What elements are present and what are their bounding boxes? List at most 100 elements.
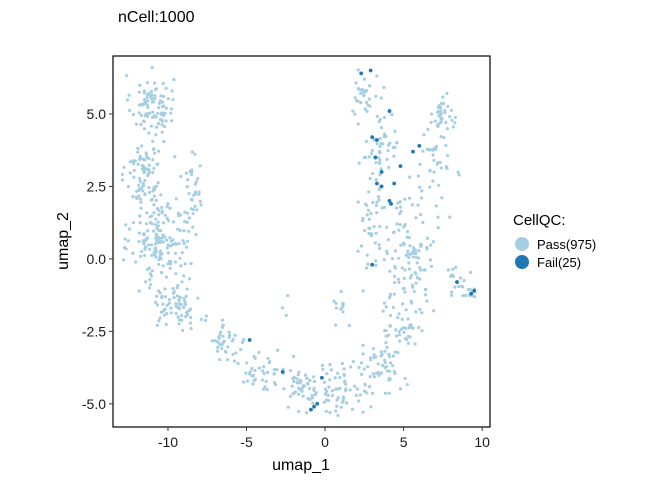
pass-cell-point [381, 309, 385, 313]
pass-cell-point [343, 379, 347, 383]
pass-cell-point [398, 387, 403, 391]
pass-cell-point [408, 276, 412, 280]
pass-cell-point [341, 310, 345, 314]
pass-cell-point [365, 391, 369, 395]
pass-cell-point [138, 176, 142, 181]
pass-cell-point [182, 241, 186, 246]
pass-cell-point [336, 396, 340, 400]
pass-cell-point [418, 307, 422, 312]
pass-cell-point [154, 217, 158, 221]
pass-cell-point [288, 394, 292, 398]
pass-cell-point [391, 354, 396, 358]
pass-cell-point [174, 304, 178, 309]
pass-cell-point [165, 311, 169, 316]
pass-cell-point [351, 359, 355, 364]
pass-cell-point [438, 160, 442, 165]
pass-cell-point [425, 299, 429, 303]
pass-cell-point [342, 373, 346, 377]
pass-cell-point [408, 244, 412, 248]
pass-cell-point [140, 167, 145, 171]
pass-cell-point [365, 213, 369, 217]
pass-cell-point [155, 207, 160, 211]
pass-cell-point [143, 193, 147, 197]
pass-cell-point [335, 404, 339, 408]
pass-cell-point [374, 231, 378, 235]
pass-cell-point [145, 81, 150, 85]
pass-cell-point [421, 149, 425, 153]
pass-cell-point [125, 98, 130, 102]
fail-cell-point [398, 164, 403, 169]
pass-cell-point [147, 247, 152, 251]
pass-cell-point [368, 356, 373, 360]
pass-cell-point [194, 232, 198, 237]
pass-cell-point [158, 291, 162, 295]
pass-cell-point [191, 211, 195, 216]
pass-cell-point [136, 183, 141, 187]
pass-cell-point [440, 117, 444, 121]
pass-cell-point [180, 328, 185, 332]
pass-cell-point [412, 289, 416, 294]
pass-cell-point [216, 345, 220, 349]
pass-cell-point [164, 119, 168, 123]
pass-cell-point [240, 340, 245, 344]
pass-cell-point [168, 236, 172, 240]
pass-cell-point [428, 185, 432, 189]
pass-cell-point [388, 292, 393, 296]
pass-cell-point [367, 155, 371, 159]
pass-cell-point [134, 195, 138, 200]
pass-cell-point [171, 286, 175, 291]
pass-cell-point [402, 330, 406, 334]
pass-cell-point [308, 397, 312, 402]
pass-cell-point [377, 243, 381, 247]
pass-cell-point [177, 298, 181, 302]
pass-cell-point [439, 101, 443, 106]
pass-cell-point [168, 244, 172, 248]
pass-cell-point [439, 109, 443, 113]
pass-cell-point [154, 133, 158, 137]
pass-cell-point [242, 338, 246, 342]
pass-cell-point [154, 248, 158, 252]
pass-cell-point [405, 337, 409, 342]
pass-cell-point [183, 300, 187, 304]
fail-cell-point [309, 407, 313, 412]
pass-cell-point [157, 257, 161, 262]
pass-cell-point [393, 145, 397, 149]
pass-cell-point [332, 299, 336, 303]
pass-cell-point [166, 262, 170, 266]
pass-cell-point [330, 394, 335, 398]
pass-cell-point [387, 165, 391, 169]
pass-cell-point [189, 315, 193, 320]
pass-cell-point [356, 200, 360, 204]
pass-cell-point [132, 168, 136, 173]
pass-cell-point [164, 86, 168, 91]
pass-cell-point [298, 387, 302, 392]
pass-cell-point [453, 121, 457, 125]
pass-cell-point [150, 253, 154, 257]
pass-cell-point [142, 89, 147, 93]
pass-cell-point [120, 178, 125, 182]
pass-cell-point [406, 249, 410, 253]
pass-cell-point [141, 184, 145, 188]
pass-cell-point [266, 356, 270, 361]
pass-cell-point [322, 400, 326, 404]
pass-cell-point [436, 105, 440, 109]
pass-cell-point [163, 287, 167, 291]
pass-cell-point [166, 202, 170, 206]
pass-cell-point [364, 139, 368, 143]
pass-cell-point [188, 307, 193, 311]
pass-cell-point [340, 400, 344, 404]
pass-cell-point [312, 375, 316, 379]
pass-cell-point [257, 366, 261, 370]
pass-cell-point [416, 203, 420, 207]
pass-cell-point [253, 368, 257, 373]
pass-cell-point [469, 270, 473, 274]
pass-cell-point [330, 389, 335, 393]
pass-cell-point [384, 365, 388, 369]
y-axis: -5.0 -2.5 0.0 2.5 5.0 [82, 106, 113, 412]
pass-cell-point [159, 229, 163, 233]
pass-cell-point [365, 253, 369, 257]
pass-cell-point [297, 392, 301, 396]
pass-cell-point [388, 361, 393, 365]
pass-cell-point [312, 386, 316, 390]
y-tick-label: 0.0 [87, 251, 107, 267]
